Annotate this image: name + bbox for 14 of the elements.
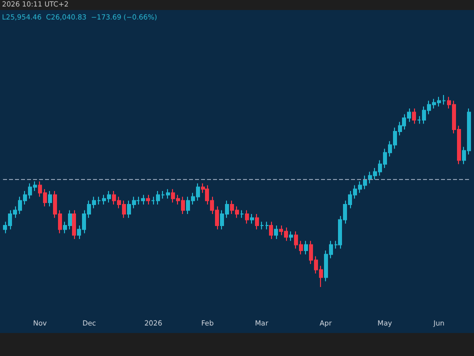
candlestick — [265, 221, 269, 230]
candlestick — [48, 190, 52, 207]
candlestick — [304, 240, 308, 255]
candlestick — [289, 230, 293, 242]
candlestick — [260, 221, 264, 230]
candlestick — [250, 214, 254, 224]
candlestick — [255, 214, 259, 230]
candlestick — [269, 221, 273, 240]
candlestick — [412, 108, 416, 124]
candlestick — [146, 194, 150, 205]
candlestick — [240, 210, 244, 218]
candlestick — [72, 210, 76, 240]
candlestick — [274, 225, 278, 240]
candlestick — [245, 210, 249, 224]
